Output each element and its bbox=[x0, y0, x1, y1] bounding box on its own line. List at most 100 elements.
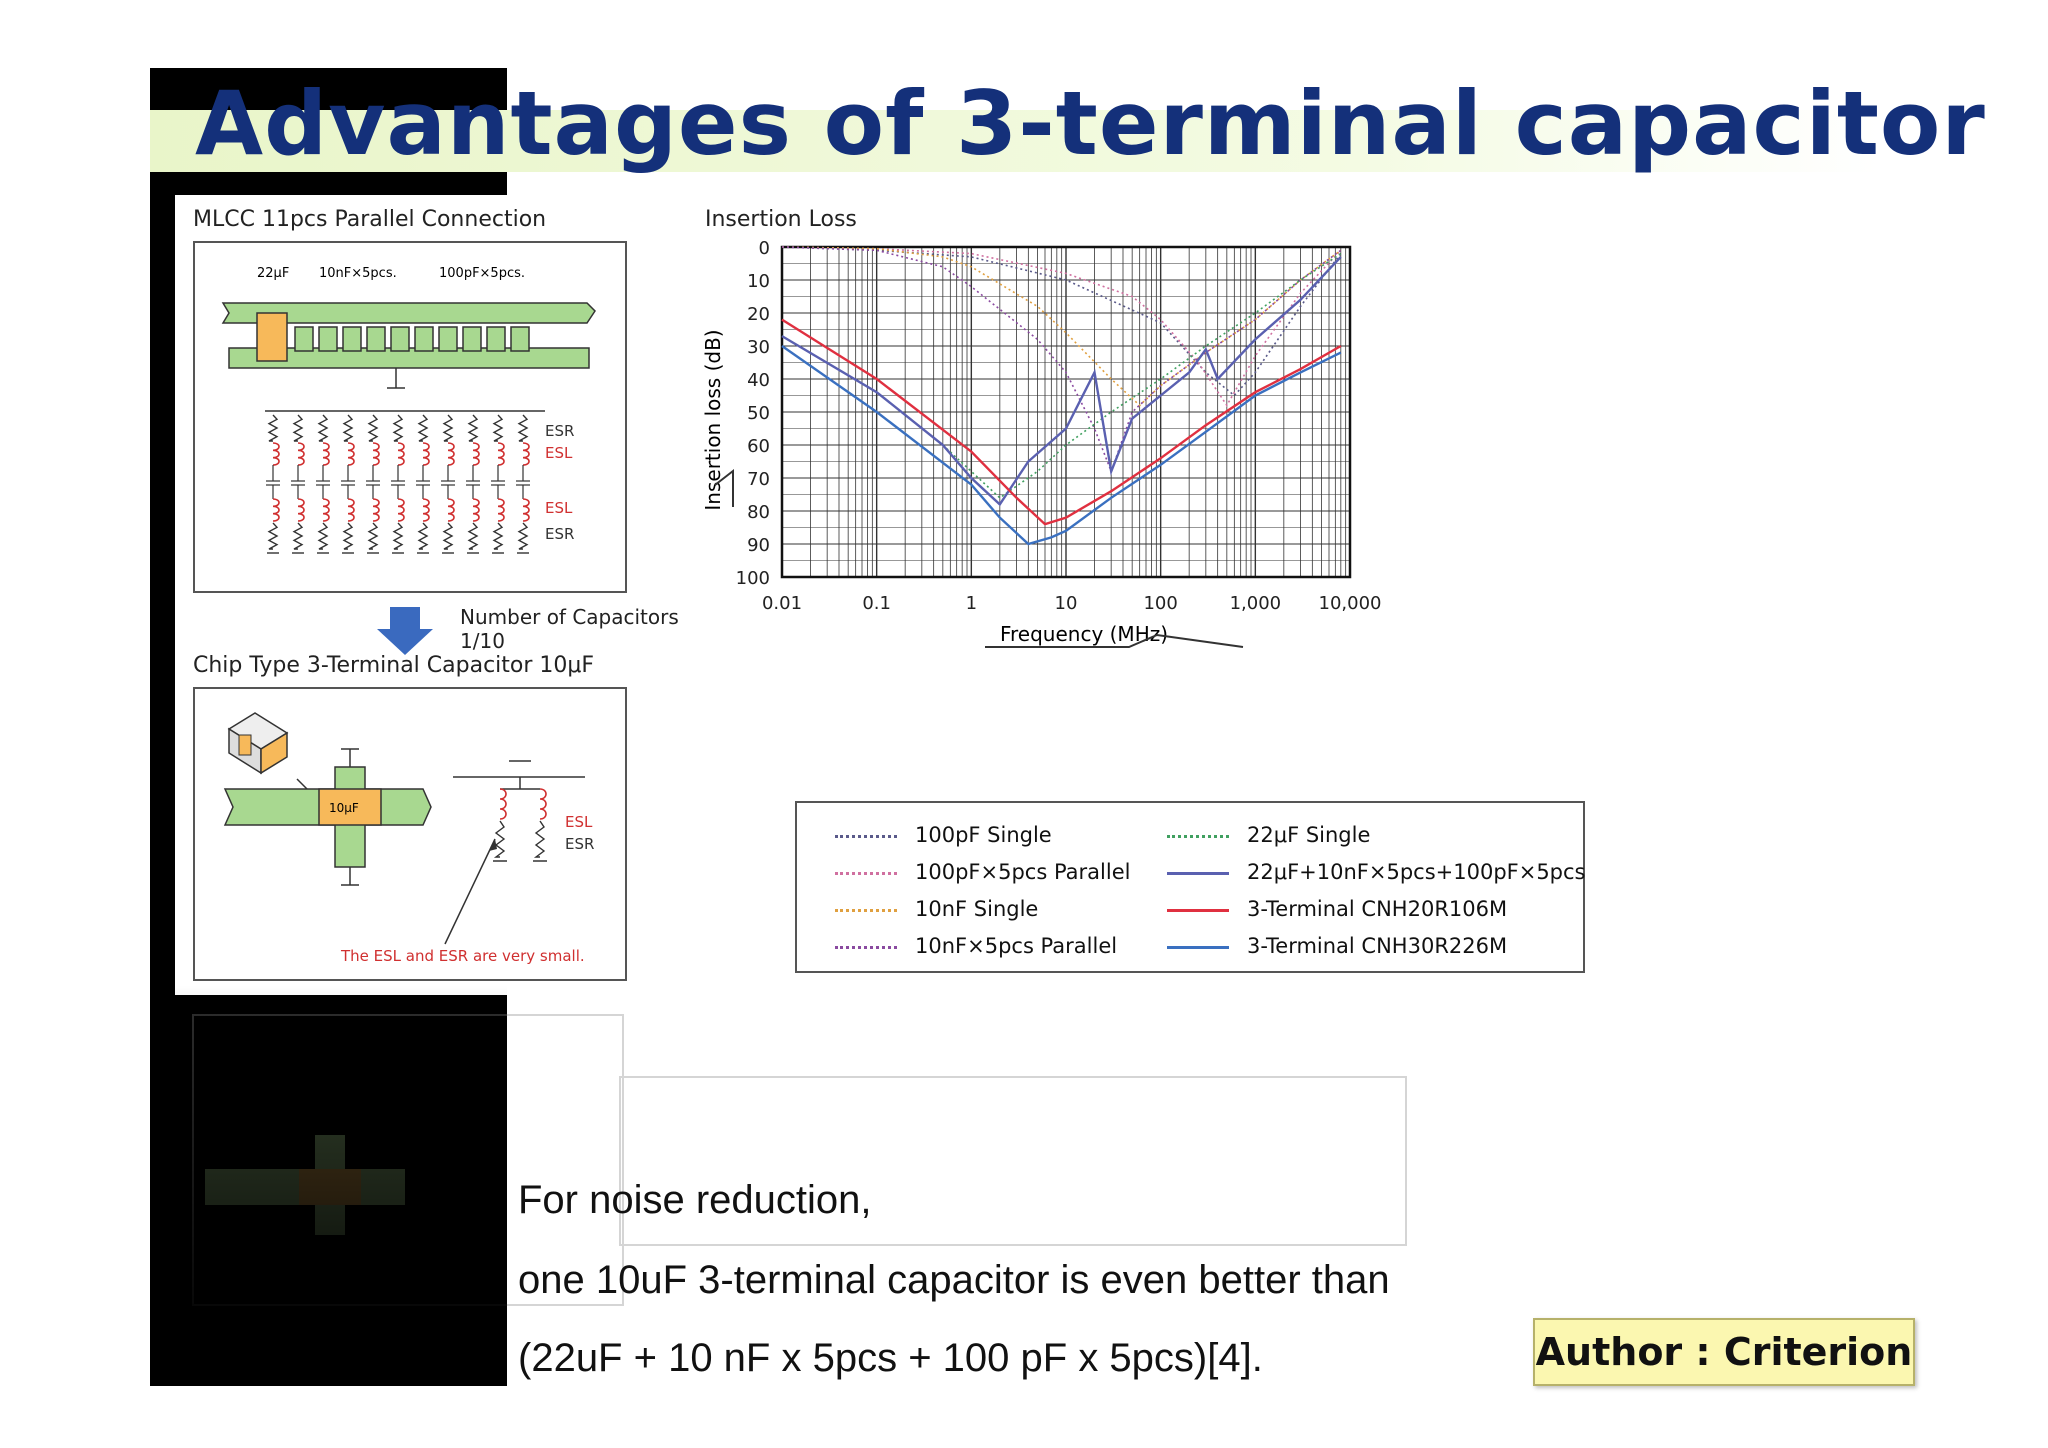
board-trace-top bbox=[221, 302, 596, 324]
esl-inductor bbox=[297, 442, 305, 466]
series-line bbox=[781, 246, 1342, 407]
chip-diagram-box: 10μF ESL ESR The ESL and ESR are very sm… bbox=[193, 687, 627, 981]
y-tick-label: 100 bbox=[736, 568, 770, 589]
x-tick-label: 1 bbox=[966, 593, 977, 614]
legend-label: 10nF×5pcs Parallel bbox=[915, 934, 1118, 958]
series-line bbox=[781, 246, 1342, 397]
chip-3d-icon bbox=[227, 712, 289, 775]
small-capacitor bbox=[510, 326, 530, 352]
mlcc-label-100pf: 100pF×5pcs. bbox=[439, 266, 525, 281]
legend-swatch bbox=[1167, 835, 1229, 838]
small-capacitor bbox=[438, 326, 458, 352]
y-tick-label: 40 bbox=[747, 370, 770, 391]
esl-inductor bbox=[447, 498, 455, 522]
small-capacitor bbox=[414, 326, 434, 352]
y-tick-label: 80 bbox=[747, 502, 770, 523]
series-line bbox=[781, 246, 1342, 474]
page-title: Advantages of 3-terminal capacitor bbox=[195, 72, 1986, 175]
chart-ylabel: Insertion loss (dB) bbox=[701, 329, 725, 510]
esr-resistor bbox=[392, 522, 404, 550]
y-tick-label: 10 bbox=[747, 271, 770, 292]
legend-swatch bbox=[1167, 909, 1229, 912]
legend-swatch bbox=[835, 872, 897, 875]
esl-inductor bbox=[522, 442, 530, 466]
y-tick-label: 0 bbox=[759, 238, 770, 259]
esr-resistor bbox=[342, 522, 354, 550]
chart-grid bbox=[780, 245, 1352, 579]
chip-diagram: 10μF ESL ESR The ESL and ESR are very sm… bbox=[223, 712, 594, 965]
ylabel-bracket bbox=[714, 468, 734, 507]
y-tick-label: 90 bbox=[747, 535, 770, 556]
x-tick-label: 100 bbox=[1143, 593, 1177, 614]
esl-inductor bbox=[472, 442, 480, 466]
mlcc-diagram-box: 22μF 10nF×5pcs. 100pF×5pcs. ESR ESL ESL … bbox=[193, 241, 627, 593]
esr-resistor bbox=[467, 522, 479, 550]
chip-cap-label: 10μF bbox=[329, 801, 359, 815]
chip-esl-label: ESL bbox=[565, 813, 593, 831]
small-capacitor bbox=[318, 326, 338, 352]
esl-inductor bbox=[372, 442, 380, 466]
esl-inductor bbox=[497, 498, 505, 522]
legend-swatch bbox=[835, 946, 897, 949]
chart-title: Insertion Loss bbox=[705, 207, 857, 232]
legend-label: 22μF+10nF×5pcs+100pF×5pcs bbox=[1247, 860, 1586, 884]
legend-label: 22μF Single bbox=[1247, 823, 1371, 847]
esl-inductor bbox=[347, 442, 355, 466]
x-ticks: 0.01 0.1 1 10 100 1,000 10,000 bbox=[762, 593, 1382, 614]
esl-inductor bbox=[422, 442, 430, 466]
legend-label: 3-Terminal CNH30R226M bbox=[1247, 934, 1508, 958]
small-capacitor bbox=[486, 326, 506, 352]
small-capacitor bbox=[390, 326, 410, 352]
esr-resistor bbox=[492, 414, 504, 442]
y-tick-label: 60 bbox=[747, 436, 770, 457]
esl-inductor bbox=[297, 498, 305, 522]
esr-resistor bbox=[392, 414, 404, 442]
esr-resistor bbox=[367, 522, 379, 550]
legend-label: 3-Terminal CNH20R106M bbox=[1247, 897, 1508, 921]
esl-inductor bbox=[372, 498, 380, 522]
left-dark-fade bbox=[175, 985, 507, 1335]
esl-inductor bbox=[322, 442, 330, 466]
arrow-label-line1: Number of Capacitors bbox=[460, 605, 679, 629]
y-ticks: 0 10 20 30 40 50 60 70 80 90 100 bbox=[736, 238, 770, 589]
small-capacitor bbox=[342, 326, 362, 352]
chip-esr-resistor bbox=[533, 820, 546, 858]
chip-esl-esr-network bbox=[493, 788, 547, 862]
chart-xlabel: Frequency (MHz) bbox=[1000, 622, 1168, 646]
x-tick-label: 10,000 bbox=[1319, 593, 1382, 614]
esr-resistor bbox=[292, 522, 304, 550]
esl-inductor bbox=[272, 442, 280, 466]
legend-label: 100pF Single bbox=[915, 823, 1052, 847]
arrow-label-line2: 1/10 bbox=[460, 629, 505, 653]
y-tick-label: 20 bbox=[747, 304, 770, 325]
series-line bbox=[781, 345, 1342, 546]
esl-inductor bbox=[522, 498, 530, 522]
mlcc-label-10nf: 10nF×5pcs. bbox=[319, 266, 397, 281]
mlcc-heading: MLCC 11pcs Parallel Connection bbox=[193, 207, 547, 232]
x-tick-label: 0.1 bbox=[862, 593, 891, 614]
legend-swatch bbox=[835, 909, 897, 912]
small-capacitors bbox=[294, 326, 530, 352]
author-badge: Author : Criterion bbox=[1533, 1318, 1915, 1386]
legend-swatch bbox=[1167, 872, 1229, 875]
y-tick-label: 70 bbox=[747, 469, 770, 490]
insertion-loss-chart: 0.01 0.1 1 10 100 1,000 10,000 0 10 20 30 40 50 60 70… bbox=[701, 238, 1382, 648]
small-capacitor bbox=[366, 326, 386, 352]
title-bar bbox=[150, 110, 1880, 172]
chart-legend: 100pF Single 100pF×5pcs Parallel 10nF Sing… bbox=[795, 801, 1586, 973]
y-tick-label: 30 bbox=[747, 337, 770, 358]
esr-resistor bbox=[492, 522, 504, 550]
x-tick-label: 1,000 bbox=[1230, 593, 1282, 614]
body-line-2: one 10uF 3-terminal capacitor is even be… bbox=[518, 1258, 1390, 1302]
esr-resistor bbox=[442, 414, 454, 442]
small-capacitor bbox=[462, 326, 482, 352]
esr-resistor bbox=[417, 414, 429, 442]
esr-label-top: ESR bbox=[545, 422, 574, 440]
capacitor-10uf bbox=[318, 788, 382, 826]
capacitor-22uf bbox=[256, 312, 288, 362]
esr-resistor bbox=[267, 414, 279, 442]
esl-inductor bbox=[472, 498, 480, 522]
esl-inductor bbox=[497, 442, 505, 466]
esr-resistor bbox=[467, 414, 479, 442]
